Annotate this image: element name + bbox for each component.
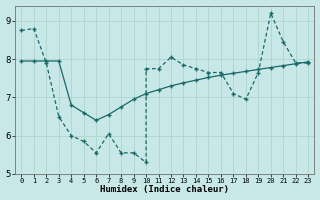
X-axis label: Humidex (Indice chaleur): Humidex (Indice chaleur): [100, 185, 229, 194]
